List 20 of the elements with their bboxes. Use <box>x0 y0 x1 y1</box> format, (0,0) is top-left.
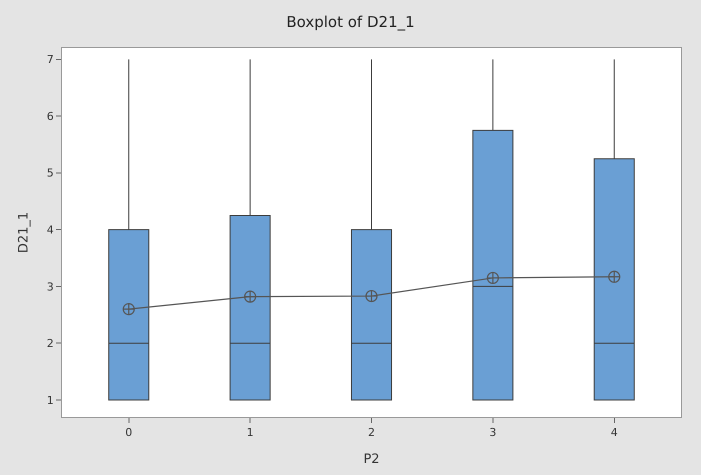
x-tick-label: 3 <box>489 426 496 440</box>
point <box>244 290 256 303</box>
x-tick-label: 4 <box>610 426 618 440</box>
y-tick-label: 4 <box>46 224 54 237</box>
x-tick-label: 2 <box>368 426 375 440</box>
y-tick-label: 6 <box>46 110 54 123</box>
point <box>365 290 378 302</box>
y-tick-label: 1 <box>46 394 54 407</box>
y-tick-label: 5 <box>46 166 54 180</box>
chart-title: Boxplot of D21_1 <box>286 13 415 32</box>
point <box>122 303 135 316</box>
y-tick-label: 3 <box>46 280 54 294</box>
x-axis-title: P2 <box>363 452 380 467</box>
point <box>608 270 620 283</box>
point <box>486 272 499 284</box>
x-tick-label: 0 <box>125 426 132 440</box>
x-tick-label: 1 <box>246 426 254 440</box>
y-axis-title: D21_1 <box>16 212 32 254</box>
y-tick-label: 2 <box>46 337 54 350</box>
y-tick-label: 7 <box>46 53 54 66</box>
